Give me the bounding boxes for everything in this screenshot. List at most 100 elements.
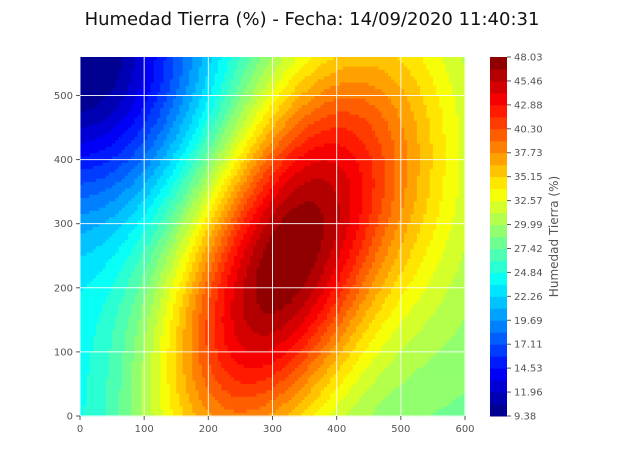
- contour-cell: [80, 191, 84, 196]
- contour-cell: [182, 188, 187, 193]
- contour-cell: [115, 146, 120, 151]
- contour-cell: [118, 175, 123, 180]
- contour-cell: [179, 79, 184, 84]
- contour-cell: [144, 345, 148, 350]
- contour-cell: [211, 358, 216, 363]
- contour-cell: [217, 92, 222, 97]
- contour-cell: [179, 69, 184, 74]
- contour-cell: [83, 60, 88, 65]
- contour-cell: [96, 124, 100, 129]
- contour-cell: [147, 371, 152, 375]
- contour-cell: [108, 143, 113, 148]
- contour-cell: [112, 313, 116, 318]
- contour-cell: [115, 319, 120, 324]
- contour-cell: [108, 316, 113, 321]
- contour-cell: [195, 290, 200, 295]
- contour-cell: [140, 348, 145, 353]
- contour-cell: [205, 153, 209, 157]
- contour-cell: [86, 313, 91, 318]
- contour-cell: [185, 143, 190, 148]
- contour-cell: [189, 165, 193, 170]
- contour-cell: [112, 287, 116, 292]
- contour-cell: [192, 111, 197, 116]
- contour-cell: [134, 76, 139, 81]
- contour-cell: [112, 153, 116, 157]
- contour-cell: [92, 146, 97, 151]
- contour-cell: [83, 69, 88, 74]
- contour-cell: [83, 380, 88, 385]
- contour-cell: [179, 146, 184, 151]
- contour-cell: [189, 364, 193, 369]
- contour-cell: [205, 207, 209, 212]
- contour-cell: [185, 175, 190, 180]
- contour-cell: [108, 281, 113, 286]
- contour-cell: [192, 313, 197, 318]
- contour-cell: [195, 140, 200, 145]
- contour-cell: [83, 214, 88, 218]
- contour-cell: [166, 137, 171, 141]
- contour-cell: [99, 380, 104, 385]
- contour-cell: [185, 393, 190, 398]
- contour-cell: [173, 143, 177, 148]
- contour-cell: [128, 323, 132, 327]
- contour-cell: [192, 399, 197, 404]
- contour-cell: [160, 387, 165, 391]
- contour-cell: [189, 294, 193, 299]
- contour-cell: [221, 137, 225, 141]
- contour-cell: [153, 162, 158, 167]
- contour-cell: [121, 316, 126, 321]
- contour-cell: [83, 73, 88, 77]
- contour-cell: [211, 316, 216, 321]
- contour-cell: [108, 310, 113, 315]
- contour-cell: [179, 406, 184, 411]
- contour-cell: [134, 85, 139, 90]
- contour-cell: [211, 60, 216, 65]
- contour-cell: [176, 364, 181, 369]
- contour-cell: [86, 127, 91, 132]
- contour-cell: [198, 98, 203, 103]
- contour-cell: [160, 319, 165, 324]
- contour-cell: [102, 290, 107, 295]
- contour-cell: [92, 355, 97, 359]
- contour-cell: [198, 367, 203, 372]
- contour-cell: [198, 236, 203, 241]
- contour-cell: [83, 262, 88, 266]
- contour-cell: [198, 169, 203, 173]
- contour-cell: [112, 316, 116, 321]
- contour-cell: [118, 85, 123, 90]
- contour-cell: [86, 73, 91, 77]
- contour-cell: [201, 121, 206, 125]
- contour-cell: [121, 89, 126, 93]
- contour-cell: [121, 339, 126, 343]
- contour-cell: [121, 82, 126, 87]
- contour-cell: [198, 214, 203, 218]
- contour-cell: [179, 274, 184, 279]
- contour-cell: [108, 149, 113, 154]
- contour-cell: [118, 159, 123, 164]
- contour-cell: [140, 153, 145, 157]
- contour-cell: [108, 194, 113, 199]
- contour-cell: [108, 274, 113, 279]
- contour-cell: [189, 284, 193, 289]
- contour-cell: [208, 220, 213, 225]
- contour-cell: [157, 274, 161, 279]
- contour-cell: [160, 268, 165, 273]
- contour-cell: [134, 133, 139, 138]
- contour-cell: [102, 412, 107, 417]
- contour-cell: [134, 355, 139, 359]
- contour-cell: [182, 345, 187, 350]
- contour-cell: [144, 319, 148, 324]
- contour-cell: [166, 76, 171, 81]
- contour-cell: [115, 162, 120, 167]
- contour-cell: [173, 165, 177, 170]
- contour-cell: [208, 339, 213, 343]
- contour-cell: [173, 73, 177, 77]
- contour-cell: [83, 63, 88, 68]
- contour-cell: [166, 95, 171, 100]
- contour-cell: [198, 60, 203, 65]
- contour-cell: [80, 204, 84, 209]
- contour-cell: [128, 351, 132, 356]
- contour-cell: [89, 294, 94, 299]
- contour-cell: [102, 268, 107, 273]
- contour-cell: [121, 361, 126, 366]
